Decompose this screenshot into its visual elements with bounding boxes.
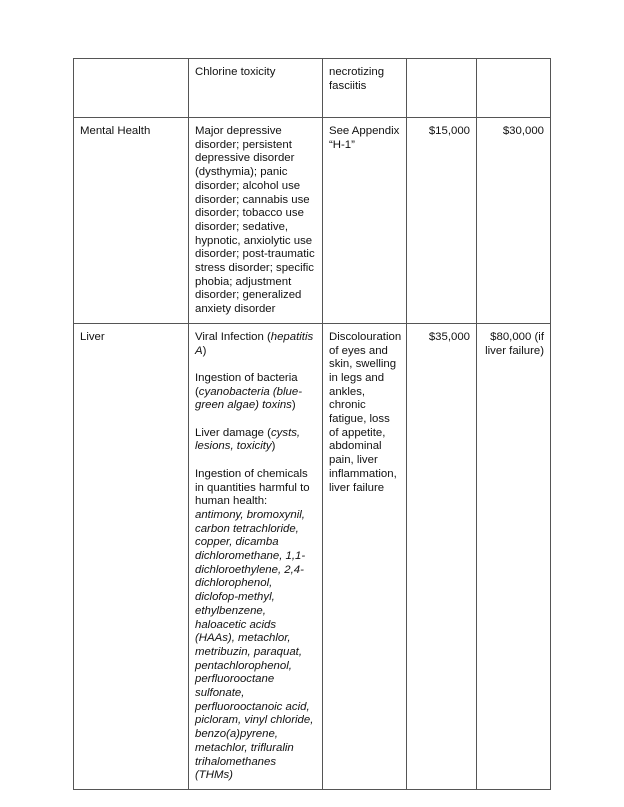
table-row: Mental Health Major depressive disorder; … xyxy=(73,117,551,324)
symptoms-cell: Discolouration of eyes and skin, swellin… xyxy=(322,322,407,791)
max-amount-cell xyxy=(476,58,551,118)
condition-text: cysts, lesions, toxicity xyxy=(195,426,301,453)
conditions-cell: Chlorine toxicity xyxy=(188,58,323,118)
condition-text: ) xyxy=(271,440,276,453)
condition-paragraph: Ingestion of bacteria (cyanobacteria (bl… xyxy=(195,372,316,413)
condition-text: Ingestion of bacteria ( xyxy=(195,371,298,398)
condition-text: Ingestion of chemicals in quantities har… xyxy=(195,467,310,508)
condition-text: hepatitis A xyxy=(195,330,314,357)
condition-paragraph: Viral Infection (hepatitis A) xyxy=(195,331,316,358)
condition-text: Chlorine toxicity xyxy=(195,66,276,78)
category-cell: Mental Health xyxy=(73,117,189,324)
symptoms-cell: necrotizing fasciitis xyxy=(322,58,407,118)
max-amount-cell: $30,000 xyxy=(476,117,551,324)
condition-text: ) xyxy=(291,399,296,412)
condition-text: ) xyxy=(202,344,207,357)
condition-paragraph: Liver damage (cysts, lesions, toxicity) xyxy=(195,427,316,454)
conditions-cell: Major depressive disorder; persistent de… xyxy=(188,117,323,324)
condition-text: Liver damage ( xyxy=(195,426,271,439)
symptoms-cell: See Appendix “H-1” xyxy=(322,117,407,324)
table-row: Chlorine toxicity necrotizing fasciitis xyxy=(73,58,551,118)
condition-text: Major depressive disorder; persistent de… xyxy=(195,125,315,316)
condition-paragraph: Major depressive disorder; persistent de… xyxy=(195,125,316,317)
table-row: Liver Viral Infection (hepatitis A) Ingest… xyxy=(73,322,551,791)
condition-paragraph: Chlorine toxicity xyxy=(195,66,316,80)
condition-paragraph: Ingestion of chemicals in quantities har… xyxy=(195,468,316,783)
condition-text: Viral Infection ( xyxy=(195,330,271,343)
max-amount-cell: $80,000 (if liver failure) xyxy=(476,322,551,791)
condition-text: antimony, bromoxynil, carbon tetrachlori… xyxy=(195,508,314,782)
condition-text: cyanobacteria (blue-green algae) toxins xyxy=(195,385,303,412)
conditions-table: Chlorine toxicity necrotizing fasciitis Me… xyxy=(73,58,551,791)
amount-cell xyxy=(406,58,477,118)
amount-cell: $15,000 xyxy=(406,117,477,324)
conditions-cell: Viral Infection (hepatitis A) Ingestion o… xyxy=(188,322,323,791)
amount-cell: $35,000 xyxy=(406,322,477,791)
category-cell: Liver xyxy=(73,322,189,791)
category-cell xyxy=(73,58,189,118)
